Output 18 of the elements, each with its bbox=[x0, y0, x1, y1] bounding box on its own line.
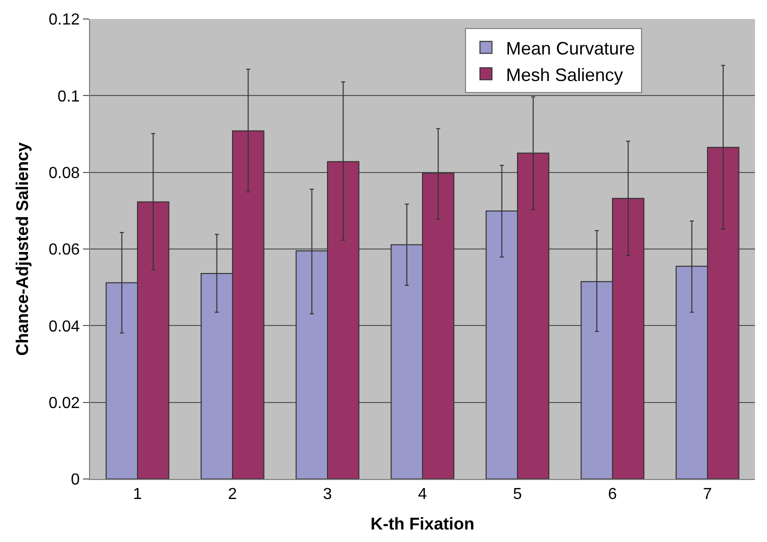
y-tick-label: 0.06 bbox=[48, 242, 80, 259]
x-tick-label: 3 bbox=[323, 486, 332, 504]
y-axis-title: Chance-Adjusted Saliency bbox=[13, 142, 32, 356]
y-tick-label: 0.12 bbox=[48, 12, 80, 29]
y-tick-label: 0.08 bbox=[48, 164, 80, 182]
y-tick-label: 0.04 bbox=[48, 318, 80, 336]
x-tick-label: 2 bbox=[228, 486, 238, 504]
x-tick-label: 1 bbox=[133, 486, 142, 504]
y-tick-label: 0.1 bbox=[58, 88, 80, 106]
legend-label: Mean Curvature bbox=[506, 38, 636, 58]
y-tick-label: 0.02 bbox=[48, 394, 80, 412]
x-tick-label: 5 bbox=[513, 486, 522, 504]
x-tick-label: 7 bbox=[703, 486, 712, 504]
x-axis-title: K-th Fixation bbox=[370, 514, 474, 534]
legend-label: Mesh Saliency bbox=[506, 64, 624, 85]
x-tick-label: 4 bbox=[418, 486, 428, 504]
x-tick-label: 6 bbox=[608, 486, 618, 504]
y-tick-label: 0 bbox=[70, 472, 80, 489]
